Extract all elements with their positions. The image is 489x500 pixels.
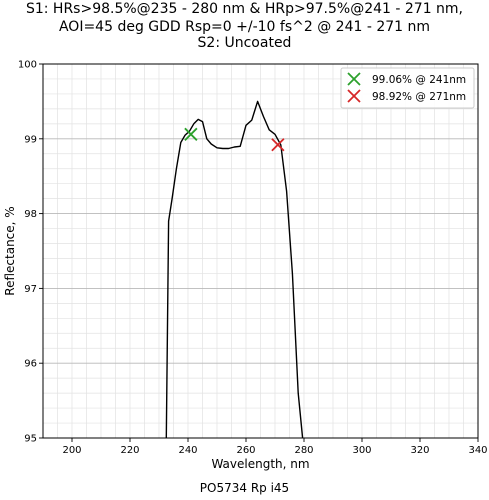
plot-frame <box>42 63 479 439</box>
series <box>165 100 304 439</box>
y-tick-label: 98 <box>24 209 37 220</box>
grid <box>42 63 479 439</box>
x-tick-label: 340 <box>468 445 487 456</box>
chart-caption: PO5734 Rp i45 <box>199 481 290 495</box>
chart-title-line-1: S1: HRs>98.5%@235 - 280 nm & HRp>97.5%@2… <box>25 1 464 17</box>
x-marker-stroke <box>271 138 285 152</box>
data-marker <box>184 127 198 141</box>
x-tick-label: 320 <box>410 445 429 456</box>
y-tick-label: 100 <box>18 60 37 71</box>
data-marker <box>271 138 285 152</box>
legend-label: 98.92% @ 271nm <box>372 91 466 103</box>
legend-label: 99.06% @ 241nm <box>372 74 466 86</box>
reflectance-curve <box>165 100 304 439</box>
y-tick-label: 96 <box>24 359 37 370</box>
x-tick-label: 220 <box>120 445 139 456</box>
x-tick-label: 240 <box>178 445 197 456</box>
x-marker-stroke <box>347 72 361 86</box>
y-tick-label: 97 <box>24 284 37 295</box>
legend-marker <box>347 89 361 103</box>
y-tick-label: 95 <box>24 434 37 445</box>
y-tick-label: 99 <box>24 134 37 145</box>
chart-title-line-2: AOI=45 deg GDD Rsp=0 +/-10 fs^2 @ 241 - … <box>58 19 431 35</box>
chart-title-line-3: S2: Uncoated <box>197 35 292 51</box>
x-tick-label: 260 <box>236 445 255 456</box>
axis-ticks: 200 220 240 260 280 300 320 340 95 96 97 98 99 100 <box>18 60 488 457</box>
legend-marker <box>347 72 361 86</box>
x-tick-label: 300 <box>352 445 371 456</box>
x-tick-label: 200 <box>62 445 81 456</box>
highlight-markers <box>184 127 285 152</box>
x-tick-label: 280 <box>294 445 313 456</box>
x-marker-stroke <box>347 89 361 103</box>
x-marker-stroke <box>184 127 198 141</box>
legend: 99.06% @ 241nm 98.92% @ 271nm <box>340 67 475 109</box>
y-axis-label: Reflectance, % <box>3 206 17 295</box>
legend-box <box>340 67 475 109</box>
x-axis-label: Wavelength, nm <box>211 457 309 471</box>
